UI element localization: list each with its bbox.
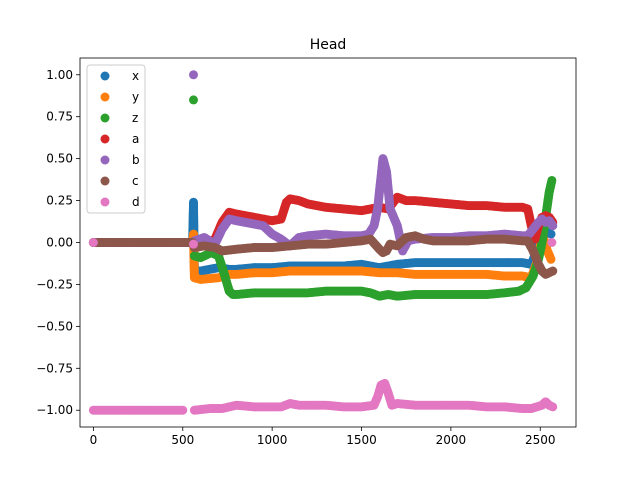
y-tick-label: −0.25	[36, 277, 73, 291]
data-point	[88, 238, 98, 247]
y-tick-label: 1.00	[46, 68, 73, 82]
legend-label: c	[132, 174, 139, 188]
legend-marker	[100, 134, 110, 144]
legend-box	[86, 64, 146, 214]
series-c	[88, 231, 558, 279]
data-point	[548, 266, 558, 276]
data-point	[547, 175, 557, 185]
data-point	[178, 405, 188, 415]
legend-label: a	[132, 132, 139, 146]
legend-marker	[100, 176, 110, 186]
data-point	[547, 238, 557, 247]
legend-marker	[100, 155, 110, 165]
legend-marker	[100, 92, 110, 102]
chart-title: Head	[310, 37, 347, 53]
y-tick-label: 0.75	[46, 110, 73, 124]
x-tick-label: 500	[171, 433, 194, 447]
y-tick-label: 0.00	[46, 236, 73, 250]
legend-marker	[100, 71, 110, 81]
y-tick-label: 0.25	[46, 194, 73, 208]
data-point	[188, 95, 198, 105]
data-point	[548, 221, 558, 231]
x-tick-label: 1000	[257, 433, 288, 447]
data-point	[546, 229, 556, 239]
y-tick-label: −0.75	[36, 361, 73, 375]
x-tick-label: 2000	[436, 433, 467, 447]
legend-label: d	[132, 195, 140, 209]
series-a	[88, 192, 558, 251]
x-tick-label: 2500	[525, 433, 556, 447]
legend-label: z	[132, 111, 138, 125]
x-tick-label: 1500	[346, 433, 377, 447]
legend-label: y	[132, 90, 139, 104]
data-point	[188, 239, 198, 249]
legend-marker	[100, 197, 110, 207]
plot-area	[88, 70, 558, 415]
series-d	[88, 238, 558, 415]
y-tick-label: 0.50	[46, 152, 73, 166]
axes: 0 500 1000 1500 2000 2500 −1.00 −0.75 −0.50 −0.25…	[36, 57, 577, 447]
legend-label: x	[132, 69, 139, 83]
legend-marker	[100, 113, 110, 123]
data-point	[546, 254, 556, 264]
y-tick-label: −0.50	[36, 319, 73, 333]
data-point	[548, 402, 558, 412]
data-point	[188, 70, 198, 80]
x-tick-label: 0	[90, 433, 98, 447]
y-tick-label: −1.00	[36, 403, 73, 417]
legend-label: b	[132, 153, 140, 167]
